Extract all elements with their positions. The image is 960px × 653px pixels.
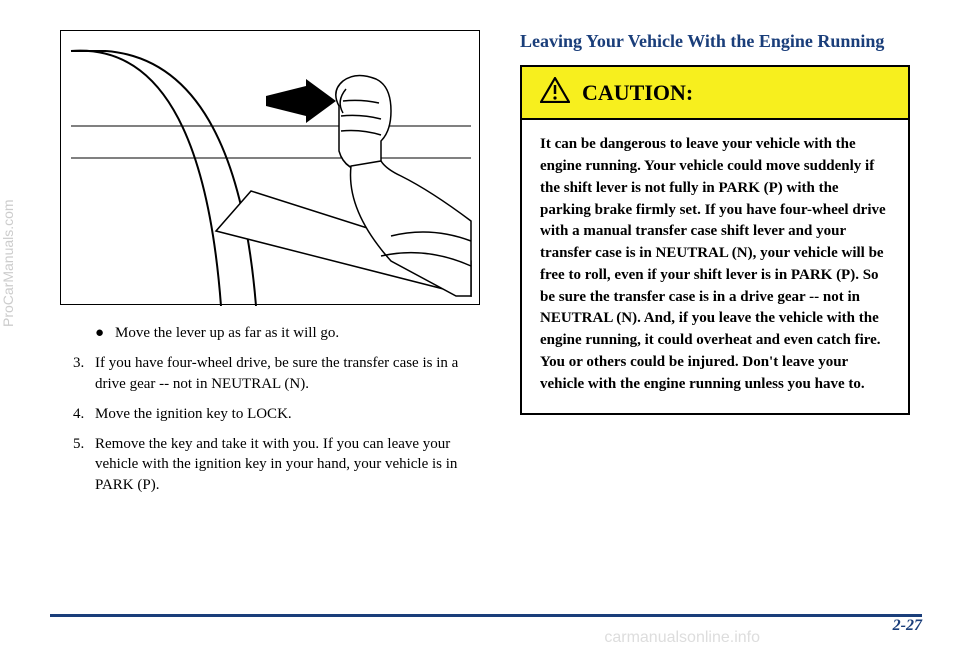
watermark-bottom: carmanualsonline.info [604,629,760,647]
lever-illustration [60,30,480,305]
step-number: 4. [73,404,84,424]
caution-box: CAUTION: It can be dangerous to leave yo… [520,65,910,415]
caution-body-text: It can be dangerous to leave your vehicl… [522,120,908,413]
step-text: Move the ignition key to LOCK. [95,406,292,422]
bullet-list: Move the lever up as far as it will go. [60,323,480,343]
step-3: 3. If you have four-wheel drive, be sure… [95,353,480,394]
step-number: 3. [73,353,84,373]
step-text: If you have four-wheel drive, be sure th… [95,355,458,391]
left-column: Move the lever up as far as it will go. … [60,30,480,570]
warning-triangle-icon [540,77,570,108]
step-text: Remove the key and take it with you. If … [95,436,457,493]
watermark-left: ProCarManuals.com [0,199,16,327]
step-number: 5. [73,434,84,454]
step-4: 4. Move the ignition key to LOCK. [95,404,480,424]
section-heading: Leaving Your Vehicle With the Engine Run… [520,30,910,53]
numbered-steps: 3. If you have four-wheel drive, be sure… [60,353,480,495]
bullet-item: Move the lever up as far as it will go. [115,323,480,343]
caution-header: CAUTION: [522,67,908,120]
right-column: Leaving Your Vehicle With the Engine Run… [520,30,910,570]
footer-rule [50,614,922,617]
page-number: 2-27 [893,617,922,635]
page-content: Move the lever up as far as it will go. … [0,0,960,590]
caution-label: CAUTION: [582,80,693,106]
step-5: 5. Remove the key and take it with you. … [95,434,480,495]
